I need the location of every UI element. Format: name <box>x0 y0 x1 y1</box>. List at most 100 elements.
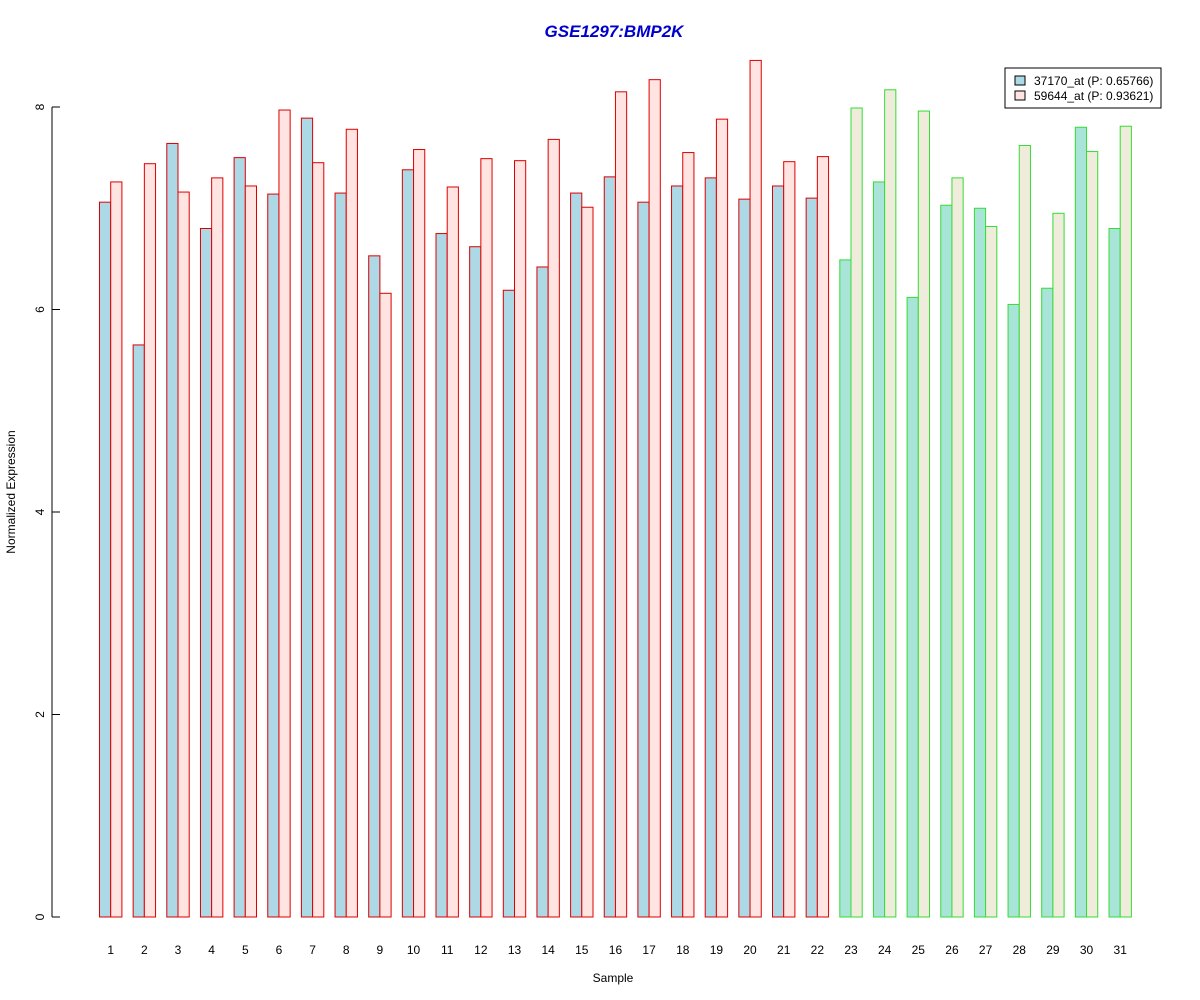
bars-group <box>99 59 1132 918</box>
chart-title: GSE1297:BMP2K <box>545 22 686 41</box>
legend-label-series-2: 59644_at (P: 0.93621) <box>1034 89 1153 103</box>
x-tick-label: 10 <box>407 943 421 957</box>
bar-series-1 <box>940 204 953 918</box>
bar-series-1 <box>1007 303 1020 918</box>
x-tick-label: 29 <box>1046 943 1060 957</box>
x-tick-label: 28 <box>1013 943 1027 957</box>
x-tick-label: 4 <box>208 943 215 957</box>
bar-series-1 <box>704 177 717 918</box>
x-tick-label: 30 <box>1080 943 1094 957</box>
bar-series-2 <box>715 118 729 918</box>
bar-series-2 <box>278 109 291 918</box>
bar-series-2 <box>682 152 695 918</box>
x-tick-label: 12 <box>474 943 488 957</box>
bar-series-2 <box>951 177 964 918</box>
x-tick-label: 14 <box>541 943 555 957</box>
bar-series-2 <box>1018 144 1031 918</box>
x-tick-label: 15 <box>575 943 589 957</box>
bar-series-1 <box>772 185 785 918</box>
bar-series-2 <box>1086 151 1099 918</box>
y-tick-label: 4 <box>33 508 47 515</box>
bar-series-2 <box>110 181 123 918</box>
x-tick-label: 8 <box>343 943 350 957</box>
x-tick-label: 2 <box>141 943 148 957</box>
bar-series-2 <box>985 225 998 918</box>
bar-series-1 <box>637 201 650 918</box>
bar-series-1 <box>671 185 684 918</box>
bar-series-2 <box>1052 212 1065 918</box>
x-tick-label: 19 <box>710 943 724 957</box>
bar-series-1 <box>872 181 886 918</box>
x-tick-label: 7 <box>309 943 316 957</box>
x-tick-label: 20 <box>743 943 757 957</box>
x-axis-label: Sample <box>593 971 634 985</box>
x-tick-label: 1 <box>107 943 114 957</box>
bar-series-1 <box>1041 287 1054 918</box>
bar-series-1 <box>973 207 987 918</box>
bar-series-2 <box>514 160 527 918</box>
x-tick-label: 25 <box>912 943 926 957</box>
x-tick-label: 16 <box>609 943 623 957</box>
bar-series-2 <box>850 107 863 918</box>
bar-series-1 <box>469 246 482 918</box>
x-tick-label: 5 <box>242 943 249 957</box>
bar-series-2 <box>783 161 796 918</box>
bar-series-2 <box>1119 125 1132 918</box>
x-tick-label: 23 <box>844 943 858 957</box>
x-tick-label: 22 <box>811 943 825 957</box>
bar-series-1 <box>300 117 314 918</box>
x-tick-label: 31 <box>1114 943 1128 957</box>
legend-box <box>1004 67 1162 109</box>
bar-series-1 <box>536 266 549 918</box>
bar-series-1 <box>1108 228 1121 918</box>
bar-series-1 <box>805 197 818 918</box>
x-tick-label: 9 <box>377 943 384 957</box>
bar-series-2 <box>379 292 392 918</box>
bar-series-1 <box>233 157 246 918</box>
bar-series-2 <box>177 191 190 918</box>
bar-series-1 <box>603 176 616 918</box>
x-tick-label: 24 <box>878 943 892 957</box>
x-tick-label: 18 <box>676 943 690 957</box>
bar-series-2 <box>413 149 426 918</box>
bar-series-2 <box>480 158 493 918</box>
bar-series-1 <box>401 169 415 918</box>
bar-series-2 <box>749 59 762 918</box>
bar-series-2 <box>547 138 560 918</box>
x-tick-label: 6 <box>276 943 283 957</box>
bar-series-2 <box>143 163 157 918</box>
bar-series-1 <box>906 296 919 918</box>
x-tick-label: 21 <box>777 943 791 957</box>
bar-series-1 <box>570 192 583 918</box>
bar-series-2 <box>917 110 930 918</box>
bar-series-1 <box>502 289 515 918</box>
bar-series-1 <box>435 233 448 918</box>
bar-series-2 <box>884 89 897 918</box>
x-tick-label: 11 <box>441 943 454 957</box>
bar-series-2 <box>312 162 325 918</box>
x-tick-label: 27 <box>979 943 993 957</box>
x-tick-label: 17 <box>642 943 656 957</box>
x-tick-label: 13 <box>508 943 522 957</box>
y-tick-label: 8 <box>33 103 47 110</box>
bar-series-1 <box>267 193 280 918</box>
bar-series-2 <box>816 156 830 918</box>
bar-series-2 <box>345 128 358 918</box>
bar-series-1 <box>839 259 852 918</box>
y-tick-label: 2 <box>33 711 47 718</box>
bar-series-1 <box>199 228 213 918</box>
bar-series-1 <box>1074 126 1088 918</box>
bar-series-1 <box>334 192 347 918</box>
bar-series-2 <box>244 185 258 918</box>
y-tick-label: 0 <box>33 913 47 920</box>
bar-series-2 <box>581 206 594 918</box>
y-axis: 0 2 4 6 8 <box>33 103 60 920</box>
x-axis: 1 2 3 4 5 6 7 8 9 10 11 12 13 14 15 16 17 18 19 20 21 22 23 24 2… <box>107 943 1127 957</box>
bar-series-2 <box>211 177 224 918</box>
x-tick-label: 26 <box>945 943 959 957</box>
bar-series-1 <box>99 201 112 918</box>
bar-series-2 <box>648 79 661 918</box>
legend: 37170_at (P: 0.65766) 59644_at (P: 0.936… <box>1004 67 1162 109</box>
x-tick-label: 3 <box>175 943 182 957</box>
